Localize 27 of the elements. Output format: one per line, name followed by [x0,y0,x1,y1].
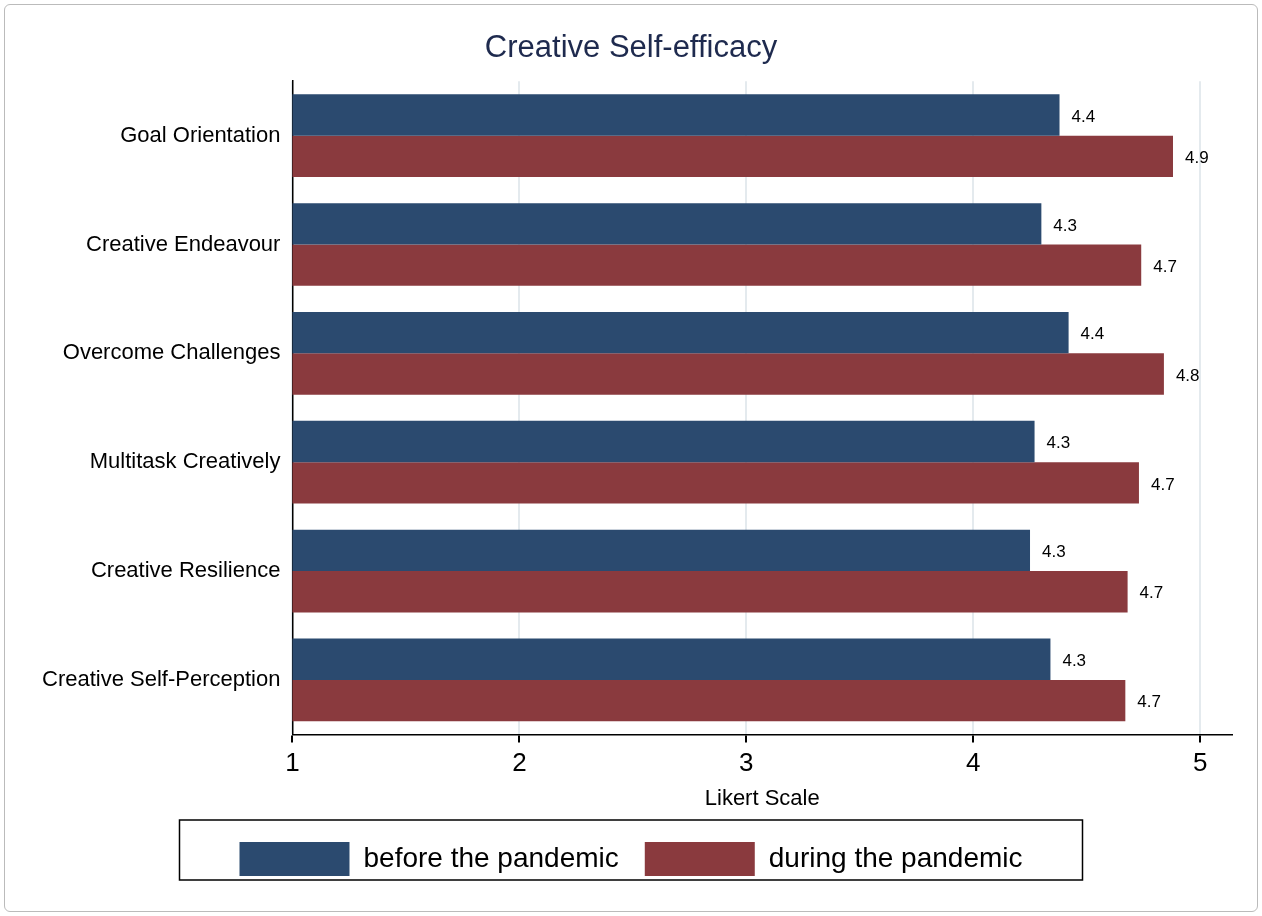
data-label: 4.9 [1184,148,1209,168]
chart-title: Creative Self-efficacy [484,29,778,65]
data-label: 4.3 [1062,650,1087,670]
data-label: 4.8 [1175,365,1200,385]
data-label: 4.3 [1053,215,1078,235]
data-label: 4.7 [1137,692,1161,712]
data-label: 4.7 [1139,583,1164,603]
legend-label: during the pandemic [768,841,1023,873]
legend-label: before the pandemic [363,841,619,873]
y-tick-label: Overcome Challenges [62,339,281,365]
y-tick-label: Creative Endeavour [85,230,281,256]
y-tick-label: Creative Self-Perception [41,666,281,692]
data-label: 4.7 [1150,474,1175,494]
y-tick-label: Creative Resilience [90,557,281,583]
data-label: 4.3 [1046,433,1071,453]
y-tick-label: Goal Orientation [120,121,281,147]
x-tick-label: 3 [739,747,754,778]
x-tick-label: 1 [285,747,300,778]
data-label: 4.4 [1080,324,1105,344]
x-axis-title: Likert Scale [704,784,820,810]
data-label: 4.7 [1153,256,1177,276]
data-label: 4.4 [1071,106,1096,126]
x-tick-label: 4 [966,747,981,778]
x-tick-label: 5 [1192,747,1208,778]
data-label: 4.3 [1042,542,1066,562]
x-tick-label: 2 [512,747,527,778]
y-tick-label: Multitask Creatively [89,448,281,474]
